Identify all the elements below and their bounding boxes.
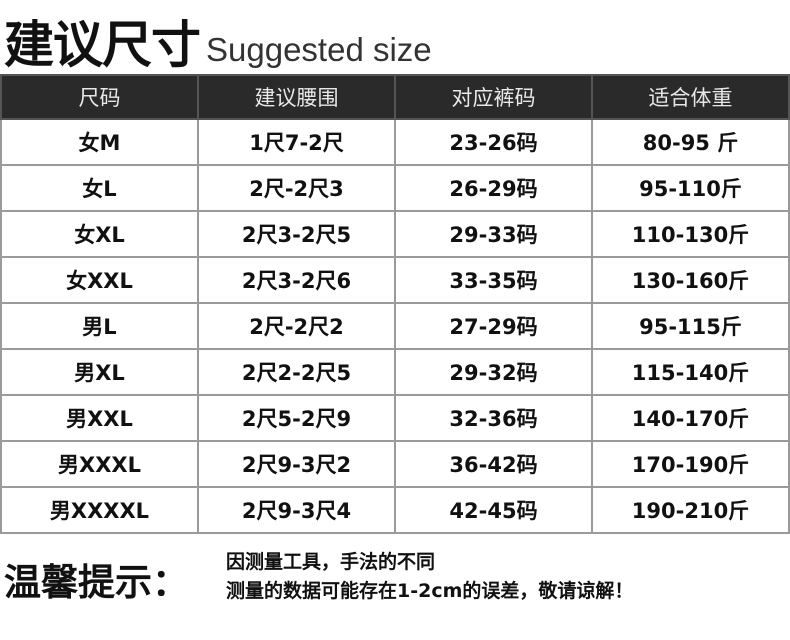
table-row: 男XL 2尺2-2尺5 29-32码 115-140斤: [0, 348, 790, 396]
title-english: Suggested size: [206, 31, 432, 68]
cell-weight: 130-160斤: [591, 256, 790, 304]
tip-line: 测量的数据可能存在1-2cm的误差，敬请谅解！: [226, 580, 634, 602]
cell-size: 女M: [0, 118, 199, 166]
tip-line: 因测量工具，手法的不同: [226, 551, 436, 573]
cell-pants-size: 27-29码: [394, 302, 593, 350]
cell-size: 男L: [0, 302, 199, 350]
cell-weight: 95-110斤: [591, 164, 790, 212]
tip-label: 温馨提示：: [4, 561, 189, 604]
size-table: 尺码 建议腰围 对应裤码 适合体重 女M 1尺7-2尺 23-26码 80-95 斤女…: [0, 74, 790, 534]
cell-waist: 2尺-2尺2: [197, 302, 396, 350]
header-pants-size: 对应裤码: [394, 74, 593, 120]
cell-waist: 2尺5-2尺9: [197, 394, 396, 442]
cell-weight: 170-190斤: [591, 440, 790, 488]
cell-size: 女L: [0, 164, 199, 212]
cell-size: 女XXL: [0, 256, 199, 304]
header-size: 尺码: [0, 74, 199, 120]
table-row: 男L 2尺-2尺2 27-29码 95-115斤: [0, 302, 790, 350]
cell-waist: 2尺3-2尺6: [197, 256, 396, 304]
cell-size: 男XXL: [0, 394, 199, 442]
cell-size: 男XXXL: [0, 440, 199, 488]
cell-weight: 190-210斤: [591, 486, 790, 534]
header-weight: 适合体重: [591, 74, 790, 120]
table-row: 女XL 2尺3-2尺5 29-33码 110-130斤: [0, 210, 790, 258]
cell-weight: 80-95 斤: [591, 118, 790, 166]
cell-pants-size: 42-45码: [394, 486, 593, 534]
cell-pants-size: 36-42码: [394, 440, 593, 488]
table-row: 女M 1尺7-2尺 23-26码 80-95 斤: [0, 118, 790, 166]
table-row: 男XXXL 2尺9-3尺2 36-42码 170-190斤: [0, 440, 790, 488]
cell-waist: 2尺2-2尺5: [197, 348, 396, 396]
cell-waist: 1尺7-2尺: [197, 118, 396, 166]
cell-weight: 140-170斤: [591, 394, 790, 442]
table-row: 男XXXXL 2尺9-3尺4 42-45码 190-210斤: [0, 486, 790, 534]
cell-waist: 2尺-2尺3: [197, 164, 396, 212]
cell-size: 男XL: [0, 348, 199, 396]
cell-pants-size: 29-32码: [394, 348, 593, 396]
table-row: 女XXL 2尺3-2尺6 33-35码 130-160斤: [0, 256, 790, 304]
cell-pants-size: 23-26码: [394, 118, 593, 166]
cell-waist: 2尺9-3尺2: [197, 440, 396, 488]
cell-pants-size: 33-35码: [394, 256, 593, 304]
cell-weight: 115-140斤: [591, 348, 790, 396]
cell-waist: 2尺9-3尺4: [197, 486, 396, 534]
page-title: 建议尺寸 Suggested size: [4, 12, 432, 74]
table-row: 男XXL 2尺5-2尺9 32-36码 140-170斤: [0, 394, 790, 442]
table-header-row: 尺码 建议腰围 对应裤码 适合体重: [0, 74, 790, 120]
cell-pants-size: 26-29码: [394, 164, 593, 212]
cell-weight: 110-130斤: [591, 210, 790, 258]
cell-size: 男XXXXL: [0, 486, 199, 534]
table-row: 女L 2尺-2尺3 26-29码 95-110斤: [0, 164, 790, 212]
tip-text: 因测量工具，手法的不同 测量的数据可能存在1-2cm的误差，敬请谅解！: [226, 548, 633, 606]
header-waist: 建议腰围: [197, 74, 396, 120]
cell-pants-size: 29-33码: [394, 210, 593, 258]
cell-waist: 2尺3-2尺5: [197, 210, 396, 258]
cell-size: 女XL: [0, 210, 199, 258]
cell-pants-size: 32-36码: [394, 394, 593, 442]
cell-weight: 95-115斤: [591, 302, 790, 350]
title-chinese: 建议尺寸: [4, 16, 201, 74]
